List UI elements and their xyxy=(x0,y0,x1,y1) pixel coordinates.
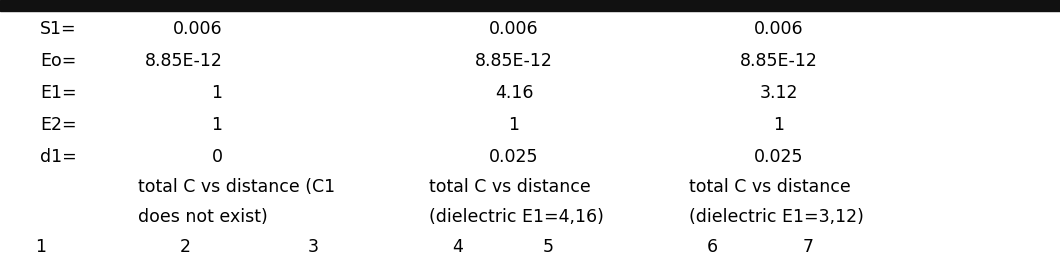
Text: E2=: E2= xyxy=(40,116,77,134)
Text: 8.85E-12: 8.85E-12 xyxy=(475,52,553,70)
Text: total C vs distance (C1: total C vs distance (C1 xyxy=(138,178,335,196)
Text: Eo=: Eo= xyxy=(40,52,76,70)
Text: 8.85E-12: 8.85E-12 xyxy=(145,52,223,70)
Text: (dielectric E1=3,12): (dielectric E1=3,12) xyxy=(689,208,864,226)
Text: 1: 1 xyxy=(774,116,784,134)
Text: 1: 1 xyxy=(509,116,519,134)
Text: (dielectric E1=4,16): (dielectric E1=4,16) xyxy=(429,208,604,226)
Text: E1=: E1= xyxy=(40,84,77,102)
Text: 6: 6 xyxy=(707,238,718,256)
Text: 5: 5 xyxy=(543,238,553,256)
Text: 8.85E-12: 8.85E-12 xyxy=(740,52,818,70)
Text: 1: 1 xyxy=(212,84,223,102)
Bar xyxy=(0,0,1060,11)
Text: 0.025: 0.025 xyxy=(490,148,538,165)
Text: total C vs distance: total C vs distance xyxy=(689,178,851,196)
Text: 4.16: 4.16 xyxy=(495,84,533,102)
Text: 1: 1 xyxy=(35,238,46,256)
Text: 0.006: 0.006 xyxy=(755,20,803,38)
Text: 7: 7 xyxy=(802,238,813,256)
Text: 2: 2 xyxy=(180,238,191,256)
Text: does not exist): does not exist) xyxy=(138,208,267,226)
Text: S1=: S1= xyxy=(40,20,77,38)
Text: total C vs distance: total C vs distance xyxy=(429,178,591,196)
Text: 0.025: 0.025 xyxy=(755,148,803,165)
Text: 1: 1 xyxy=(212,116,223,134)
Text: 0: 0 xyxy=(212,148,223,165)
Text: 3.12: 3.12 xyxy=(760,84,798,102)
Text: 3: 3 xyxy=(307,238,318,256)
Text: d1=: d1= xyxy=(40,148,77,165)
Text: 0.006: 0.006 xyxy=(490,20,538,38)
Text: 4: 4 xyxy=(453,238,463,256)
Text: 0.006: 0.006 xyxy=(173,20,223,38)
